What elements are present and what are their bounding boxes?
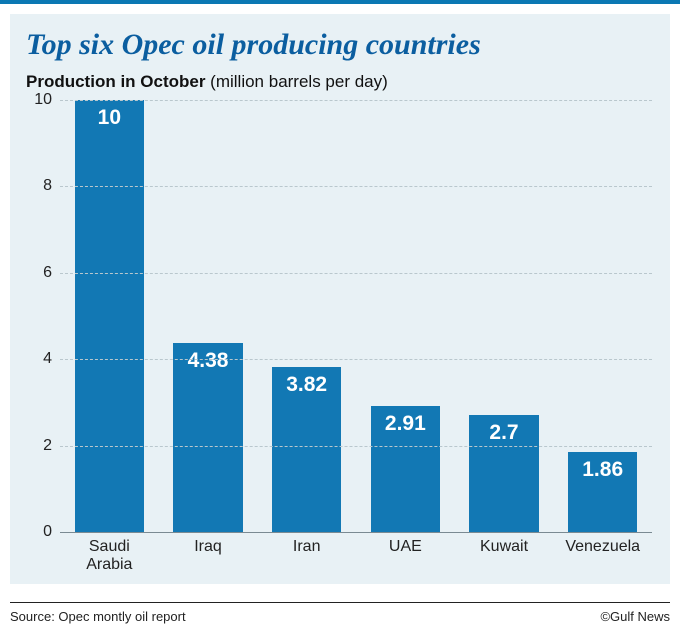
y-tick-label: 10 [34,91,52,109]
grid-line [60,186,652,187]
bar-value-label: 2.7 [489,421,518,445]
x-tick-label: Kuwait [455,538,554,575]
credit-text: ©Gulf News [600,609,670,624]
y-tick-label: 4 [43,350,52,368]
y-tick-label: 2 [43,437,52,455]
chart-title: Top six Opec oil producing countries [26,28,654,62]
bar-value-label: 4.38 [188,349,229,373]
subtitle-bold: Production in October [26,72,205,91]
bar: 3.82 [272,367,341,532]
bar: 1.86 [568,452,637,532]
x-labels-row: SaudiArabiaIraqIranUAEKuwaitVenezuela [60,538,652,575]
y-tick-label: 0 [43,523,52,541]
bar-value-label: 10 [98,106,121,130]
x-tick-label: SaudiArabia [60,538,159,575]
grid-line [60,100,652,101]
grid-line [60,446,652,447]
y-tick-label: 8 [43,177,52,195]
grid-line [60,273,652,274]
bar-slot: 2.91 [356,100,455,532]
x-tick-label: Venezuela [553,538,652,575]
subtitle-rest: (million barrels per day) [205,72,387,91]
footer: Source: Opec montly oil report ©Gulf New… [10,602,670,624]
x-axis-line [60,532,652,533]
bar: 2.91 [371,406,440,532]
x-tick-label: Iraq [159,538,258,575]
bar-value-label: 1.86 [582,458,623,482]
bar-slot: 2.7 [455,100,554,532]
x-tick-label: UAE [356,538,455,575]
top-rule [0,0,680,4]
chart-subtitle: Production in October (million barrels p… [26,72,654,92]
bar-slot: 10 [60,100,159,532]
bar-slot: 1.86 [553,100,652,532]
x-tick-label: Iran [257,538,356,575]
bars-row: 10 4.38 3.82 2.91 2.7 1.86 [60,100,652,532]
source-text: Source: Opec montly oil report [10,609,186,624]
bar-value-label: 2.91 [385,412,426,436]
bar: 2.7 [469,415,538,532]
bar: 4.38 [173,343,242,532]
bar-slot: 4.38 [159,100,258,532]
grid-line [60,359,652,360]
y-tick-label: 6 [43,264,52,282]
bar-value-label: 3.82 [286,373,327,397]
chart-card: Top six Opec oil producing countries Pro… [10,14,670,584]
bar-slot: 3.82 [257,100,356,532]
plot-area: 104.383.822.912.71.86 SaudiArabiaIraqIra… [60,100,652,532]
chart-container: Top six Opec oil producing countries Pro… [0,0,680,630]
bar: 10 [75,100,144,532]
